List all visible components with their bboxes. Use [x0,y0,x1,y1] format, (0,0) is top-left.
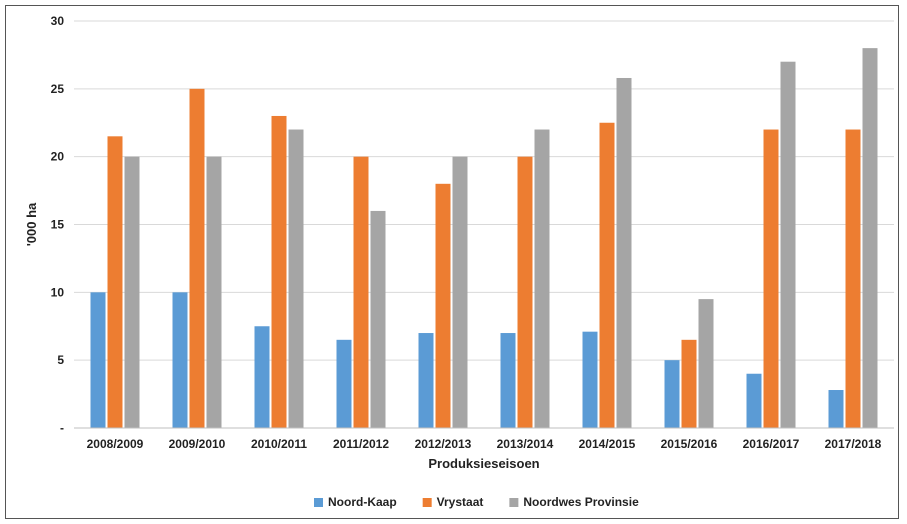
legend-label: Vrystaat [437,495,484,509]
x-axis-ticks: 2008/2009 2009/2010 2010/2011 2011/2012 2012… [87,437,882,451]
x-tick-label: 2014/2015 [579,437,636,451]
y-axis-title: '000 ha [24,202,39,246]
y-tick-label: 25 [51,82,65,96]
bar-noord-kaap [746,373,762,428]
chart-frame: - 5 10 15 20 25 30 2008/2009 2009/2010 2010/2011… [5,5,899,519]
y-tick-label: 20 [51,150,65,164]
legend-label: Noord-Kaap [328,495,397,509]
bar-noordwes-provinsie [862,48,878,429]
y-axis-ticks: - 5 10 15 20 25 30 [51,14,65,435]
x-tick-label: 2017/2018 [825,437,882,451]
bar-noordwes-provinsie [370,210,386,428]
bar-vrystaat [763,129,779,428]
legend: Noord-Kaap Vrystaat Noordwes Provinsie [314,495,639,509]
bars [90,48,878,429]
bar-noordwes-provinsie [206,156,222,428]
y-tick-label: 5 [57,353,64,367]
bar-vrystaat [845,129,861,428]
legend-swatch [314,498,323,507]
bar-noordwes-provinsie [780,61,796,428]
y-tick-label: 30 [51,14,65,28]
legend-swatch [509,498,519,507]
y-tick-label: 15 [51,218,65,232]
bar-noord-kaap [90,292,106,428]
bar-vrystaat [681,339,697,428]
bar-vrystaat [435,183,451,428]
bar-noordwes-provinsie [616,77,632,428]
bar-vrystaat [599,122,615,428]
x-tick-label: 2012/2013 [415,437,472,451]
legend-label: Noordwes Provinsie [523,495,639,509]
bar-noordwes-provinsie [288,129,304,428]
x-tick-label: 2009/2010 [169,437,226,451]
bar-noord-kaap [828,390,844,428]
bar-noordwes-provinsie [452,156,468,428]
x-tick-label: 2013/2014 [497,437,554,451]
bar-noord-kaap [336,339,352,428]
bar-vrystaat [353,156,369,428]
legend-swatch [422,498,432,507]
bar-noordwes-provinsie [534,129,550,428]
bar-noord-kaap [254,326,270,428]
bar-noord-kaap [664,360,680,428]
bar-noord-kaap [582,331,598,428]
bar-vrystaat [271,115,287,428]
y-tick-label: - [60,421,64,435]
x-tick-label: 2015/2016 [661,437,718,451]
y-tick-label: 10 [51,285,65,299]
x-tick-label: 2010/2011 [251,437,307,451]
x-axis-title: Produksieseisoen [428,456,539,471]
x-tick-label: 2008/2009 [87,437,144,451]
x-tick-label: 2016/2017 [743,437,800,451]
x-tick-label: 2011/2012 [333,437,389,451]
bar-noordwes-provinsie [698,299,714,428]
bar-noord-kaap [172,292,188,428]
bar-noord-kaap [418,333,434,428]
bar-vrystaat [189,88,205,428]
bar-vrystaat [517,156,533,428]
bar-chart: - 5 10 15 20 25 30 2008/2009 2009/2010 2010/2011… [24,14,894,509]
bar-noord-kaap [500,333,516,428]
bar-noordwes-provinsie [124,156,140,428]
bar-vrystaat [107,136,123,429]
